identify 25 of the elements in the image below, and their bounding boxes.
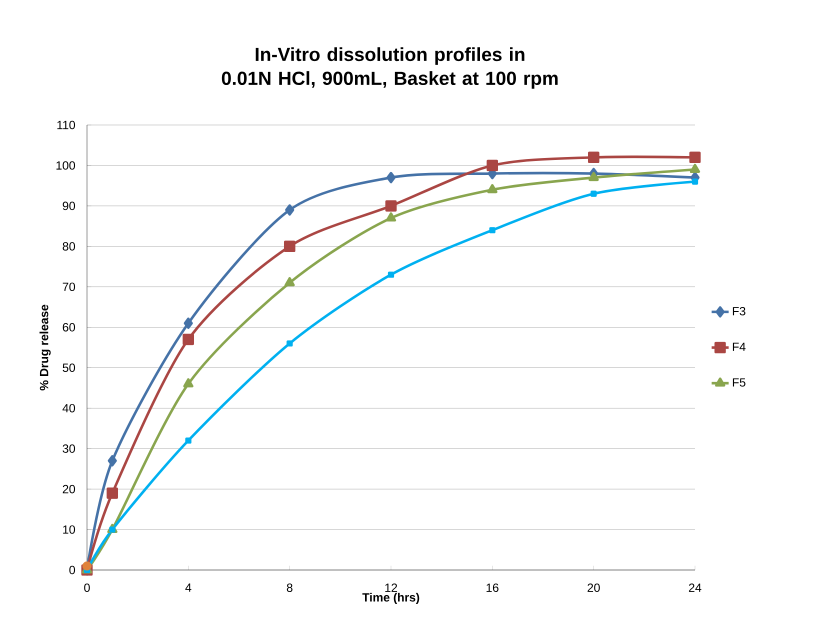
- y-tick-label: 40: [62, 404, 76, 412]
- x-tick-label: 20: [588, 583, 600, 592]
- y-tick-label: 100: [56, 161, 76, 170]
- legend-label: F4: [732, 342, 746, 351]
- x-tick-label: 24: [688, 583, 702, 592]
- x-tick-label: 16: [486, 583, 498, 592]
- y-tick-label: 0: [69, 566, 76, 574]
- x-tick-label: 0: [84, 583, 90, 592]
- x-tick-label: 8: [286, 583, 292, 592]
- y-tick-label: 80: [62, 242, 76, 251]
- y-tick-label: 60: [62, 323, 76, 332]
- x-tick-label: 4: [185, 583, 192, 592]
- y-tick-label: 30: [62, 444, 76, 453]
- y-tick-label: 20: [62, 484, 76, 494]
- y-axis-title: % Drug release: [40, 304, 51, 390]
- legend-label: F5: [732, 378, 746, 387]
- y-tick-label: 90: [62, 202, 76, 210]
- x-tick-label: 12: [385, 583, 398, 592]
- x-axis-title: Time (hrs): [362, 592, 420, 604]
- y-tick-label: 110: [57, 120, 76, 130]
- chart-title: In-Vitro dissolution profiles in 0.01N HCl, 900mL, Basket at 100 rpm: [222, 47, 558, 89]
- y-tick-label: 10: [63, 525, 76, 534]
- legend-label: F3: [732, 306, 746, 316]
- y-tick-label: 70: [62, 282, 76, 292]
- y-tick-label: 50: [62, 363, 76, 372]
